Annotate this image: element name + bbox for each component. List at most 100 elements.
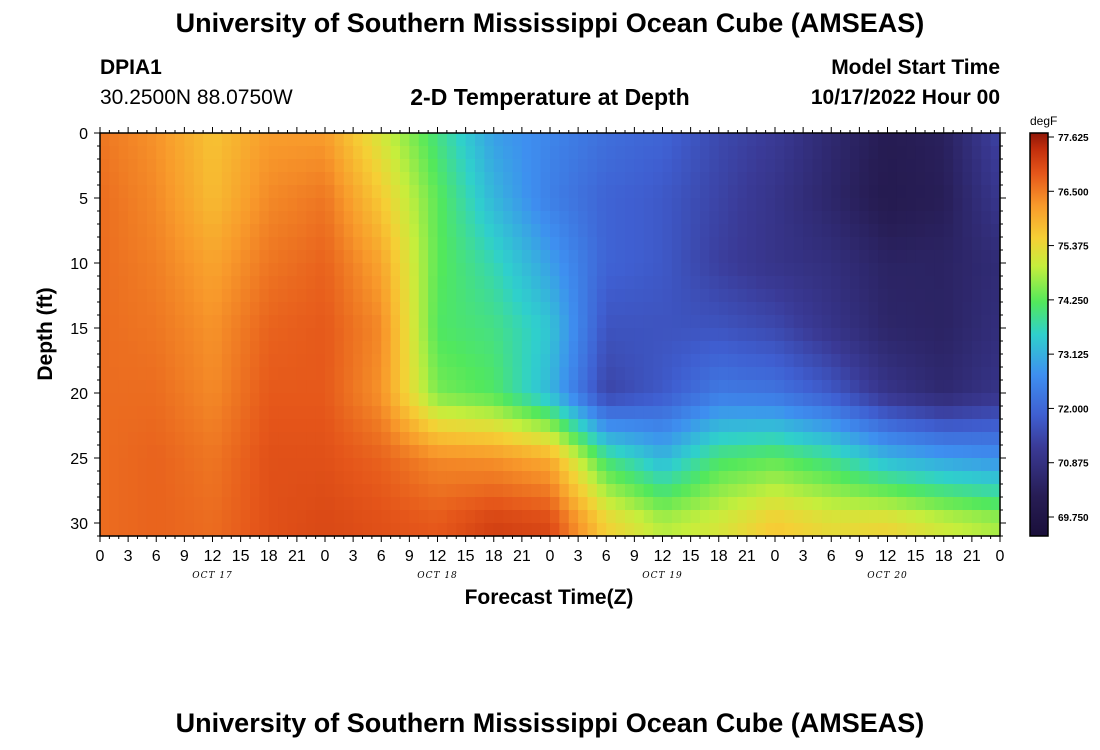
heatmap-cell (850, 497, 860, 511)
heatmap-cell (287, 302, 298, 316)
heatmap-cell (418, 185, 429, 199)
heatmap-cell (943, 497, 954, 511)
heatmap-cell (850, 159, 860, 173)
heatmap-cell (531, 497, 542, 511)
heatmap-cell (437, 341, 448, 355)
heatmap-cell (962, 315, 973, 329)
heatmap-cell (250, 523, 260, 537)
heatmap-cell (343, 146, 354, 160)
heatmap-cell (428, 510, 439, 524)
heatmap-cell (184, 302, 195, 316)
heatmap-cell (446, 146, 457, 160)
heatmap-cell (531, 432, 542, 446)
heatmap-cell (428, 523, 439, 537)
heatmap-cell (784, 159, 795, 173)
heatmap-cell (596, 432, 607, 446)
heatmap-cell (906, 393, 917, 407)
heatmap-cell (184, 328, 195, 342)
heatmap-cell (475, 328, 485, 342)
heatmap-cell (390, 354, 401, 368)
heatmap-cell (671, 367, 682, 381)
heatmap-cell (690, 341, 701, 355)
heatmap-cell (662, 211, 673, 225)
heatmap-cell (400, 146, 410, 160)
heatmap-cell (240, 393, 251, 407)
heatmap-cell (540, 211, 551, 225)
heatmap-cell (793, 471, 804, 485)
heatmap-cell (765, 302, 776, 316)
heatmap-cell (306, 224, 317, 238)
heatmap-cell (784, 133, 795, 147)
heatmap-cell (175, 380, 185, 394)
heatmap-cell (109, 341, 120, 355)
colorbar-tick-label: 72.000 (1058, 404, 1089, 415)
heatmap-cell (296, 250, 307, 264)
heatmap-cell (718, 315, 729, 329)
heatmap-cell (212, 237, 223, 251)
heatmap-cell (428, 172, 439, 186)
heatmap-cell (353, 133, 364, 147)
heatmap-cell (550, 458, 560, 472)
heatmap-cell (868, 315, 879, 329)
heatmap-cell (353, 289, 364, 303)
heatmap-cell (681, 276, 692, 290)
heatmap-cell (568, 263, 579, 277)
heatmap-cell (203, 185, 214, 199)
heatmap-cell (268, 289, 279, 303)
heatmap-cell (953, 497, 964, 511)
heatmap-cell (981, 289, 992, 303)
heatmap-cell (971, 458, 982, 472)
heatmap-cell (156, 484, 167, 498)
heatmap-cell (746, 263, 757, 277)
heatmap-cell (568, 328, 579, 342)
heatmap-cell (381, 523, 392, 537)
heatmap-cell (418, 419, 429, 433)
heatmap-cell (793, 523, 804, 537)
heatmap-cell (334, 133, 345, 147)
heatmap-cell (409, 458, 420, 472)
heatmap-cell (146, 315, 157, 329)
heatmap-cell (746, 211, 757, 225)
heatmap-cell (484, 224, 495, 238)
heatmap-cell (296, 406, 307, 420)
heatmap-cell (868, 289, 879, 303)
heatmap-cell (362, 276, 373, 290)
heatmap-cell (371, 523, 382, 537)
heatmap-cell (428, 198, 439, 212)
heatmap-cell (596, 380, 607, 394)
heatmap-cell (353, 328, 364, 342)
heatmap-cell (334, 367, 345, 381)
heatmap-cell (925, 393, 935, 407)
heatmap-cell (353, 146, 364, 160)
heatmap-cell (390, 406, 401, 420)
heatmap-cell (700, 380, 710, 394)
heatmap-cell (390, 393, 401, 407)
heatmap-cell (446, 380, 457, 394)
heatmap-cell (268, 276, 279, 290)
heatmap-cell (709, 146, 720, 160)
heatmap-cell (353, 224, 364, 238)
heatmap-cell (606, 133, 617, 147)
heatmap-cell (465, 237, 476, 251)
heatmap-cell (371, 198, 382, 212)
heatmap-cell (503, 289, 514, 303)
heatmap-cell (400, 510, 410, 524)
heatmap-cell (193, 237, 204, 251)
heatmap-cell (709, 198, 720, 212)
heatmap-cell (718, 250, 729, 264)
heatmap-cell (137, 484, 148, 498)
heatmap-cell (812, 393, 823, 407)
heatmap-cell (671, 419, 682, 433)
heatmap-cell (512, 523, 523, 537)
heatmap-cell (503, 445, 514, 459)
heatmap-cell (156, 458, 167, 472)
heatmap-cell (456, 289, 467, 303)
heatmap-cell (971, 159, 982, 173)
heatmap-cell (578, 328, 589, 342)
heatmap-cell (784, 458, 795, 472)
heatmap-cell (737, 224, 748, 238)
heatmap-cell (700, 341, 710, 355)
heatmap-cell (906, 159, 917, 173)
heatmap-cell (231, 419, 242, 433)
heatmap-cell (353, 354, 364, 368)
